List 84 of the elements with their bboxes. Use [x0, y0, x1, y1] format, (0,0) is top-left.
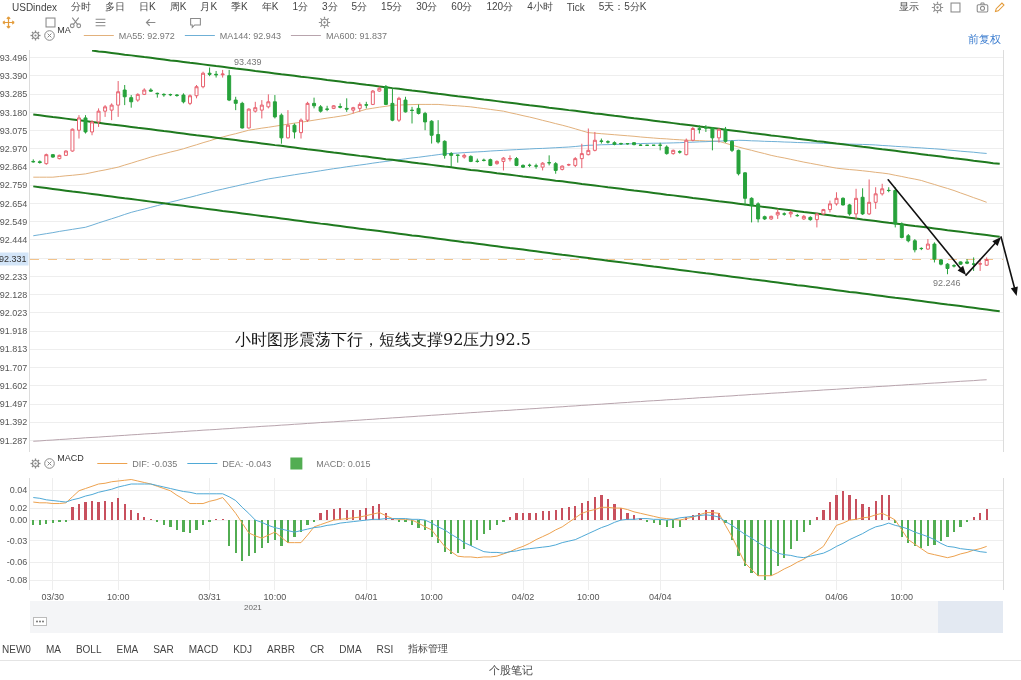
y-tick-label: 91.392 [0, 417, 28, 428]
x-tick-label: 10:00 [890, 592, 914, 602]
text: 5天：5分K [598, 0, 647, 14]
text: BOLL [75, 643, 102, 655]
legend-label: DIF: -0.035 [132, 459, 178, 470]
text: EMA [116, 643, 139, 655]
ref-line-label: 92.331 [0, 254, 27, 264]
text: 2021 [244, 603, 263, 612]
text: USDindex [12, 1, 58, 13]
text: 5分 [351, 0, 368, 14]
y-tick-label: -0.06 [6, 557, 28, 568]
text: 30分 [416, 0, 438, 14]
text: 4小时 [527, 0, 553, 14]
text: RSI [376, 643, 394, 655]
text: 月K [200, 0, 218, 14]
text: ARBR [267, 643, 295, 655]
x-tick-label: 04/04 [648, 592, 672, 602]
text: 指标管理 [408, 642, 449, 656]
text: 周K [169, 0, 187, 14]
annotation: 93.439 [234, 57, 262, 67]
x-tick-label: 10:00 [420, 592, 443, 602]
text: CR [309, 643, 325, 655]
text: 60分 [451, 0, 473, 14]
y-tick-label: -0.03 [6, 535, 28, 546]
x-tick-label: 10:00 [577, 592, 600, 602]
text: 分时 [71, 0, 92, 14]
y-tick-label: 91.707 [0, 362, 28, 373]
text: 季K [231, 0, 248, 14]
text: DMA [339, 643, 362, 655]
text: 多日 [105, 0, 126, 14]
y-tick-label: 0.00 [9, 515, 28, 526]
x-tick-label: 03/31 [198, 592, 221, 602]
text: SAR [153, 643, 174, 655]
y-tick-label: 91.602 [0, 380, 28, 391]
y-tick-label: 93.180 [0, 107, 28, 118]
text: 日K [139, 0, 156, 14]
annotation: 92.246 [933, 278, 961, 288]
legend-title: MA [57, 24, 71, 35]
text: 年K [261, 0, 279, 14]
legend-label: MA55: 92.972 [118, 31, 175, 42]
x-tick-label: 10:00 [263, 592, 287, 602]
x-tick-label: 10:00 [106, 592, 130, 602]
y-tick-label: 92.233 [0, 271, 28, 282]
legend-label: MA144: 92.943 [219, 31, 281, 42]
y-tick-label: 93.285 [0, 89, 28, 100]
y-tick-label: 92.759 [0, 180, 28, 191]
y-tick-label: 92.549 [0, 216, 28, 227]
y-tick-label: 91.497 [0, 399, 28, 410]
legend-title: MACD [57, 452, 85, 463]
y-tick-label: 92.023 [0, 308, 28, 319]
text: MACD [188, 643, 219, 655]
legend-label: DEA: -0.043 [222, 459, 272, 470]
y-tick-label: 93.075 [0, 125, 28, 136]
text: MA [45, 643, 61, 655]
text: 3分 [321, 0, 338, 14]
y-tick-label: 93.496 [0, 52, 28, 63]
text: 15分 [381, 0, 403, 14]
y-tick-label: 92.128 [0, 289, 28, 300]
x-tick-label: 04/01 [355, 592, 378, 602]
y-tick-label: 92.444 [0, 235, 28, 246]
y-tick-label: 92.970 [0, 143, 28, 154]
y-tick-label: 92.654 [0, 198, 28, 209]
y-tick-label: 92.864 [0, 162, 28, 173]
y-tick-label: 0.04 [9, 485, 28, 496]
text: 显示 [899, 0, 919, 14]
y-tick-label: 91.813 [0, 344, 28, 355]
x-tick-label: 03/30 [41, 592, 65, 602]
y-tick-label: 0.02 [9, 503, 28, 514]
text: 120分 [486, 0, 514, 14]
y-tick-label: 91.918 [0, 326, 28, 337]
y-tick-label: 91.287 [0, 435, 28, 446]
text: Tick [566, 1, 585, 13]
y-tick-label: -0.08 [6, 575, 28, 586]
y-tick-label: 93.390 [0, 71, 28, 82]
x-tick-label: 04/06 [825, 592, 848, 602]
legend-label: MACD: 0.015 [316, 459, 371, 470]
text: 前复权 [968, 33, 1001, 45]
text: NEW0 [2, 643, 31, 655]
x-tick-label: 04/02 [511, 592, 535, 602]
text: KDJ [233, 643, 253, 655]
annotation: 小时图形震荡下行，短线支撑92压力92.5 [235, 330, 531, 349]
text: 1分 [292, 0, 308, 14]
legend-label: MA600: 91.837 [325, 31, 387, 42]
text: 个股笔记 [488, 663, 533, 678]
